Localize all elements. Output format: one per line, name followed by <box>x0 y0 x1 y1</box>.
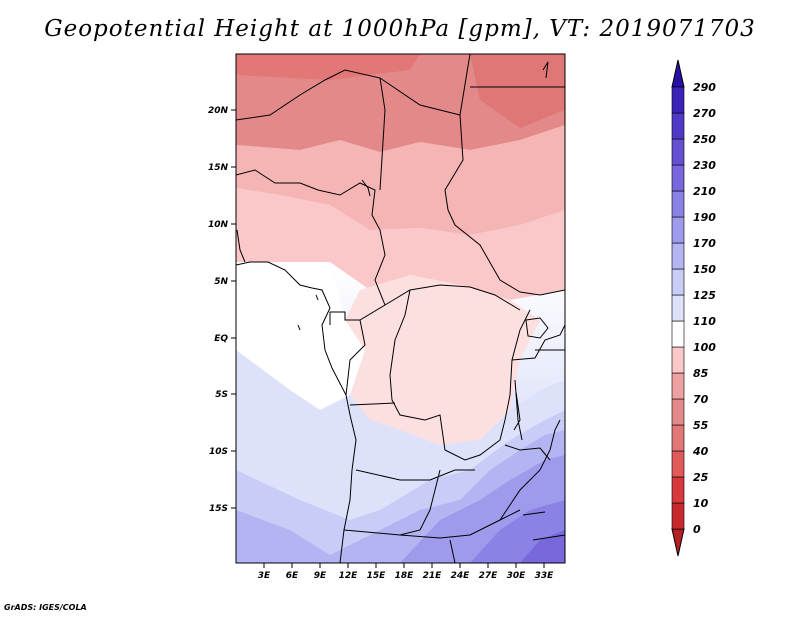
lat-label: 15N <box>208 163 229 173</box>
lat-label: 10S <box>209 447 228 457</box>
lon-label: 18E <box>395 571 415 581</box>
colorbar-label: 150 <box>693 263 716 276</box>
lakes <box>297 61 549 516</box>
colorbar-label: 10 <box>693 497 709 510</box>
colorbar-label: 70 <box>693 393 709 406</box>
colorbar-box <box>671 190 685 218</box>
lon-label: 33E <box>535 571 555 581</box>
colorbar-box <box>671 346 685 374</box>
colorbar-box <box>671 242 685 270</box>
colorbar-label: 170 <box>693 237 716 250</box>
colorbar-label: 100 <box>693 341 716 354</box>
colorbar-box <box>671 164 685 192</box>
lat-label: EQ <box>214 334 228 344</box>
colorbar-box <box>671 424 685 452</box>
lon-label: 24E <box>451 571 471 581</box>
lat-label: 10N <box>208 220 229 230</box>
colorbar-label: 290 <box>693 81 716 94</box>
grads-credit: GrADS: IGES/COLA <box>4 603 87 612</box>
colorbar-label: 85 <box>693 367 709 380</box>
colorbar-label: 110 <box>693 315 716 328</box>
figure-title: Geopotential Height at 1000hPa [gpm], VT… <box>44 16 756 42</box>
lon-label: 21E <box>423 571 443 581</box>
colorbar-top-arrow <box>671 59 685 88</box>
map-frame <box>235 53 566 564</box>
colorbar-box <box>671 86 685 114</box>
country-borders <box>236 54 565 563</box>
lon-label: 9E <box>314 571 327 581</box>
colorbar-box <box>671 398 685 426</box>
colorbar-box <box>671 138 685 166</box>
colorbar-label: 0 <box>693 523 701 536</box>
lon-label: 15E <box>367 571 387 581</box>
colorbar-label: 230 <box>693 159 716 172</box>
colorbar-label: 55 <box>693 419 709 432</box>
colorbar-box <box>671 268 685 296</box>
colorbar-box <box>671 216 685 244</box>
colorbar-box <box>671 502 685 530</box>
colorbar-box <box>671 450 685 478</box>
colorbar-label: 270 <box>693 107 716 120</box>
colorbar-label: 40 <box>692 445 709 458</box>
lon-axis: 3E 6E 9E 12E 15E 18E 21E 24E 27E 30E 33E <box>258 563 554 581</box>
lon-label: 3E <box>258 571 271 581</box>
height-field <box>236 54 565 563</box>
colorbar-box <box>671 294 685 322</box>
colorbar-box <box>671 320 685 348</box>
colorbar-label: 25 <box>693 471 709 484</box>
lat-label: 5S <box>215 390 228 400</box>
lat-label: 15S <box>209 504 228 514</box>
colorbar-label: 250 <box>693 133 716 146</box>
lon-label: 6E <box>286 571 299 581</box>
lon-label: 12E <box>339 571 359 581</box>
colorbar-bottom-arrow <box>671 528 685 557</box>
colorbar-box <box>671 372 685 400</box>
lon-label: 27E <box>479 571 499 581</box>
colorbar-box <box>671 112 685 140</box>
colorbar-label: 210 <box>693 185 716 198</box>
lat-axis: 20N 15N 10N 5N EQ 5S 10S 15S <box>208 106 236 514</box>
colorbar: 0 10 25 40 55 70 85 100 110 125 150 170 190 210 230 250… <box>671 59 716 557</box>
colorbar-box <box>671 476 685 504</box>
colorbar-label: 125 <box>693 289 716 302</box>
lon-label: 30E <box>507 571 527 581</box>
lat-label: 5N <box>214 277 228 287</box>
lat-label: 20N <box>208 106 229 116</box>
colorbar-label: 190 <box>693 211 716 224</box>
